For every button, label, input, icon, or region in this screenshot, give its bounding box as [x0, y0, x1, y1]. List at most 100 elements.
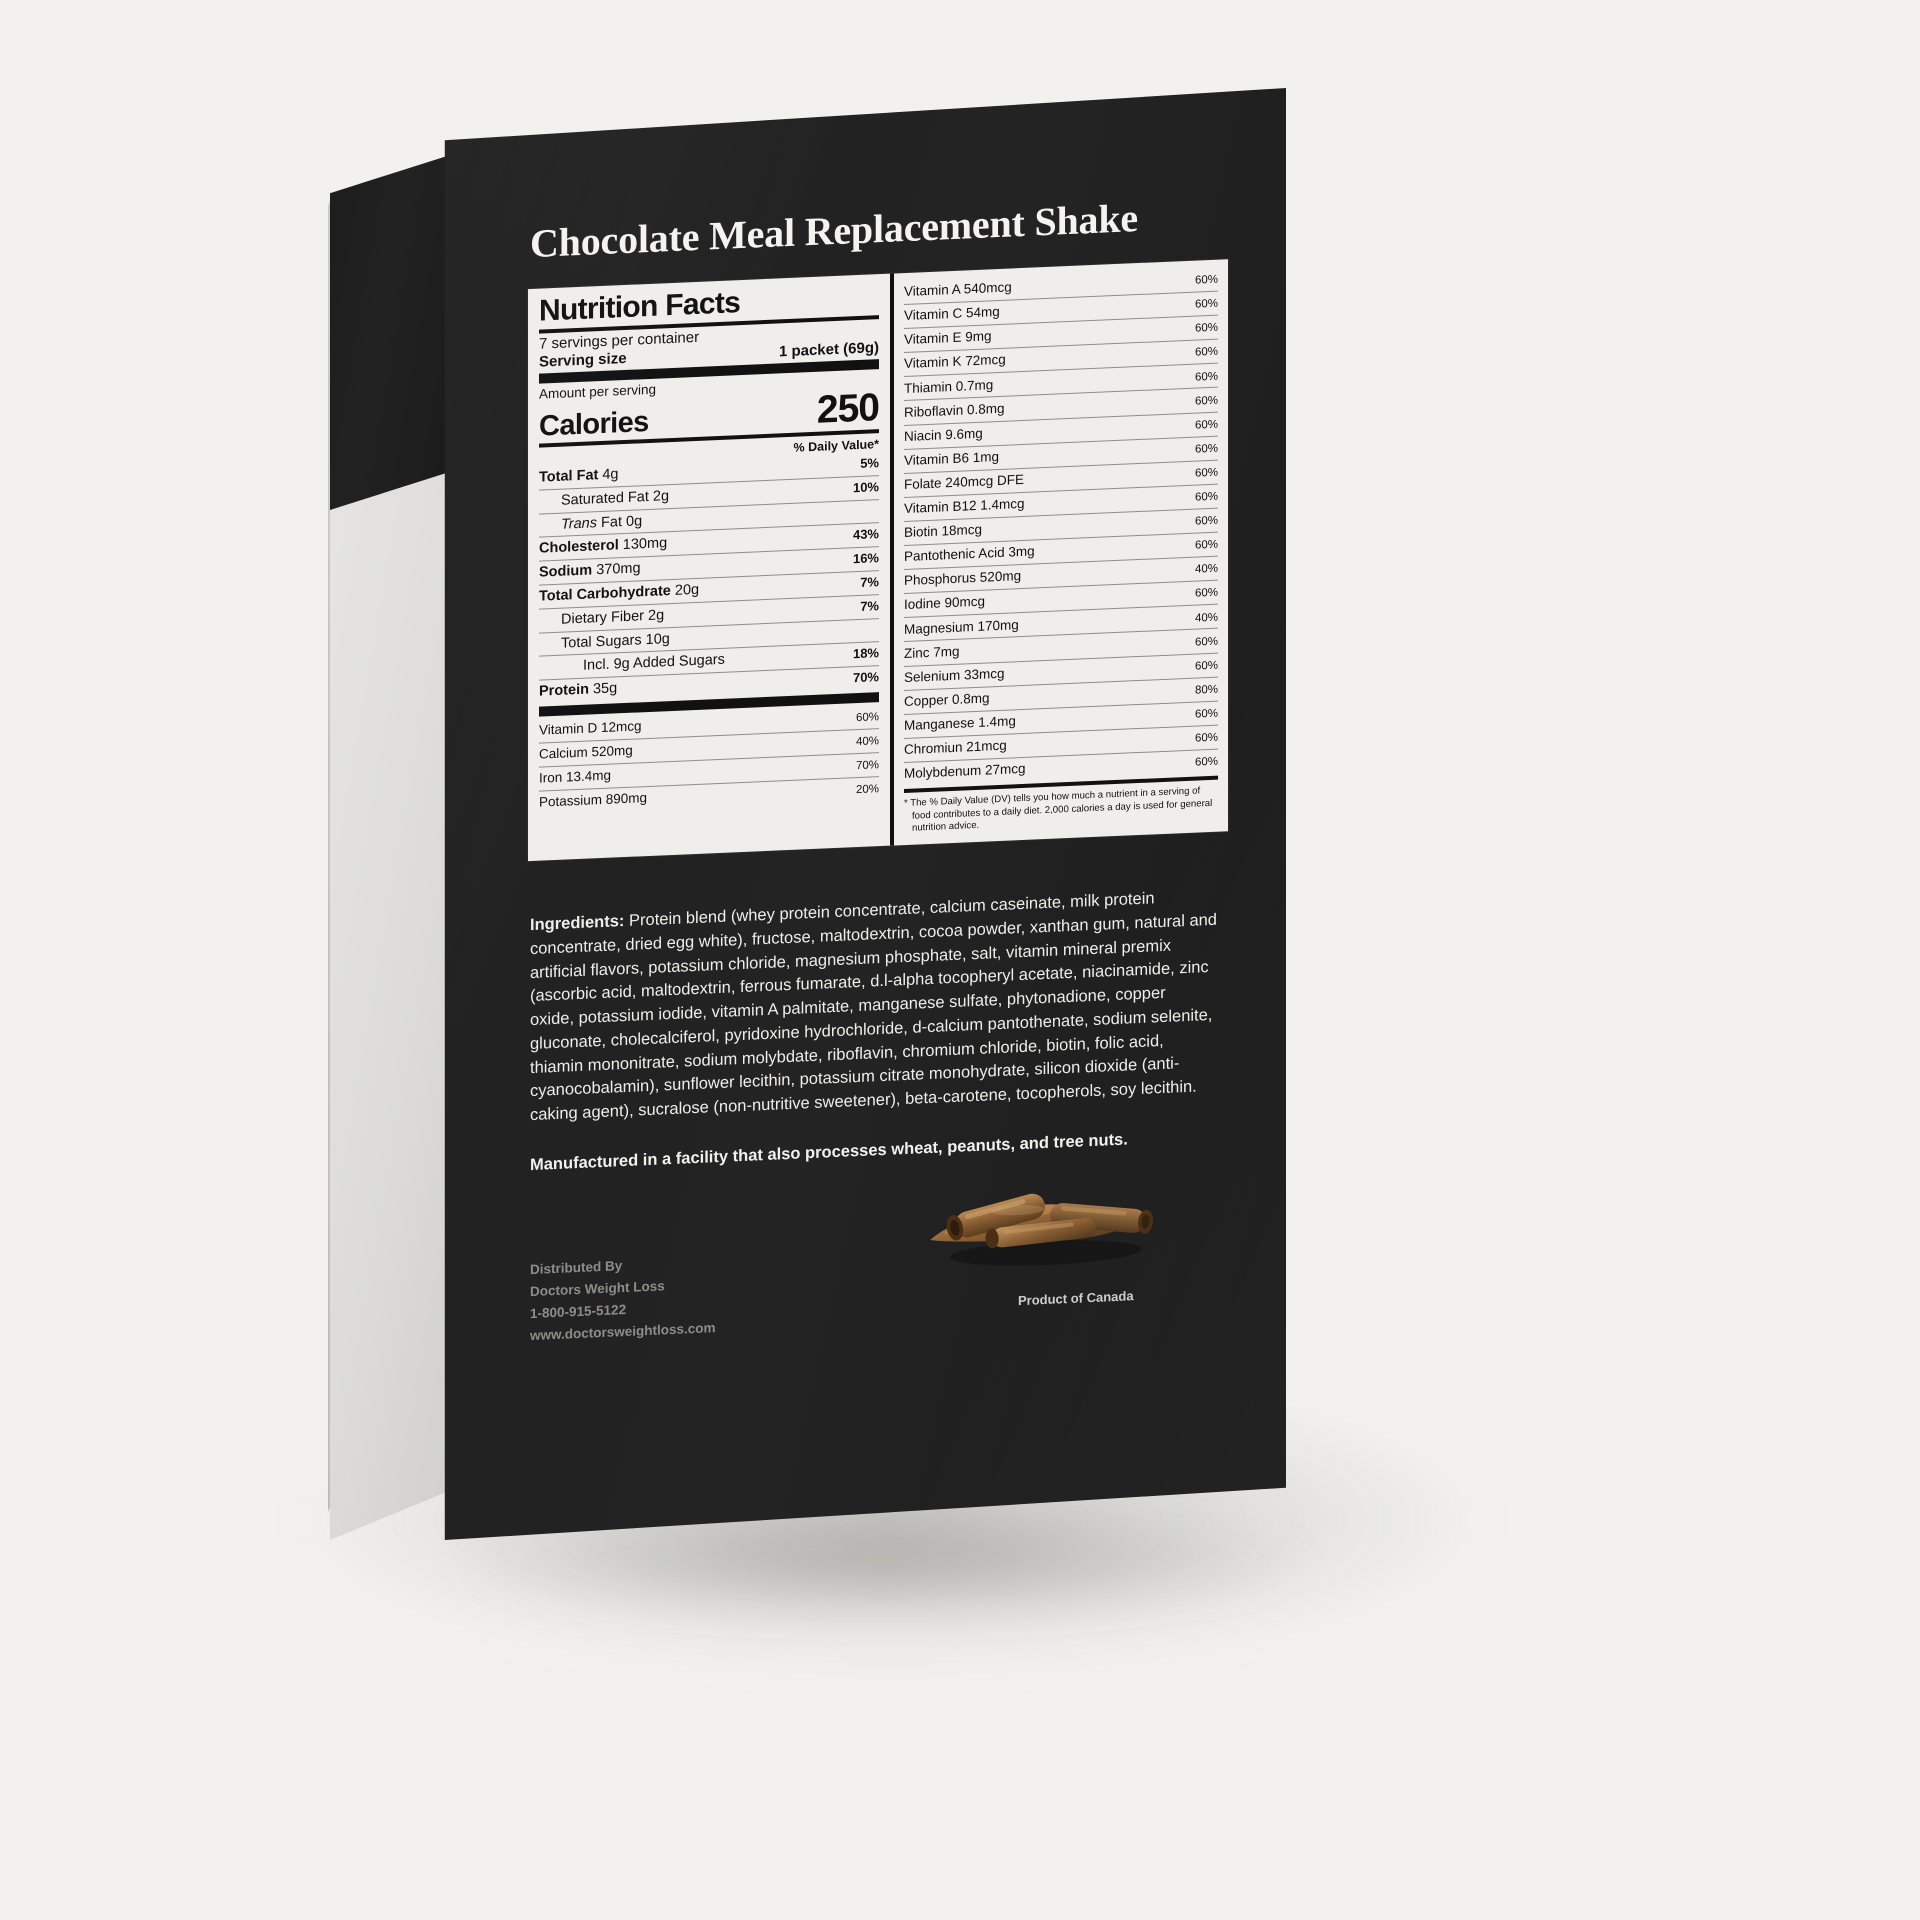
nutrient-name-amount: Total Fat 4g — [539, 466, 619, 486]
nutrient-name-amount: Trans Fat 0g — [561, 512, 643, 533]
nutrient-name-amount: Selenium 33mcg — [904, 665, 1005, 685]
nutrient-daily-value: 60% — [1194, 755, 1218, 769]
country-of-origin: Product of Canada — [1018, 1288, 1134, 1309]
carton-side-top-flap — [330, 150, 466, 510]
distributor-block: Distributed By Doctors Weight Loss 1-800… — [530, 1251, 716, 1346]
nutrient-name-amount: Riboflavin 0.8mg — [904, 400, 1005, 420]
nutrient-name-amount: Vitamin D 12mcg — [539, 718, 642, 738]
product-title: Chocolate Meal Replacement Shake — [530, 195, 1138, 267]
vitamin-row-list: Vitamin A 540mcg 60% Vitamin C 54mg 60% Vita… — [904, 267, 1218, 786]
nutrient-name: Incl. 9g Added Sugars — [583, 652, 725, 675]
nutrient-name-amount: Vitamin A 540mcg — [904, 279, 1012, 300]
nutrient-amount: 130mg — [618, 535, 668, 554]
nutrient-daily-value: 60% — [1194, 538, 1218, 552]
nutrient-name-amount: Chromiun 21mcg — [904, 737, 1007, 758]
nutrient-name-amount: Sodium 370mg — [539, 560, 641, 581]
nutrient-name: Dietary Fiber — [561, 607, 644, 628]
nutrient-name: Sodium — [539, 562, 593, 581]
nutrient-name-amount: Vitamin B6 1mg — [904, 448, 1000, 468]
nutrient-daily-value: 60% — [1194, 587, 1218, 601]
nutrient-name: Total Fat — [539, 467, 599, 486]
nutrient-name: Total Carbohydrate — [539, 583, 671, 605]
nutrient-daily-value: 60% — [1194, 635, 1218, 649]
nutrient-amount: 370mg — [592, 560, 641, 579]
nutrient-daily-value: 60% — [1194, 707, 1218, 721]
nutrient-name-amount: Incl. 9g Added Sugars — [583, 652, 725, 675]
nutrient-daily-value: 43% — [852, 526, 879, 543]
nutrient-daily-value: 20% — [855, 783, 879, 797]
nutrient-name-amount: Niacin 9.6mg — [904, 425, 983, 444]
nutrient-name-amount: Magnesium 170mg — [904, 616, 1019, 637]
nutrient-amount: 10g — [641, 630, 670, 648]
nutrient-amount: 2g — [648, 487, 670, 505]
nutrient-daily-value: 18% — [852, 645, 879, 662]
nutrient-name: Total Sugars — [561, 631, 642, 652]
nutrient-daily-value: 60% — [1194, 273, 1218, 287]
nutrient-name-amount: Total Carbohydrate 20g — [539, 581, 700, 605]
nutrient-daily-value: 60% — [1194, 370, 1218, 384]
nutrient-daily-value: 60% — [1194, 394, 1218, 408]
nutrient-daily-value: 60% — [1194, 466, 1218, 480]
nutrient-name-amount: Iodine 90mcg — [904, 593, 986, 613]
nutrient-name-amount: Copper 0.8mg — [904, 690, 990, 709]
nutrient-name-amount: Vitamin K 72mcg — [904, 352, 1006, 372]
nutrient-daily-value: 60% — [1194, 418, 1218, 432]
nutrient-daily-value: 70% — [855, 759, 879, 773]
chocolate-curls-image — [918, 1152, 1168, 1273]
nutrient-name-amount: Potassium 890mg — [539, 790, 648, 811]
nutrient-name-amount: Pantothenic Acid 3mg — [904, 543, 1035, 565]
nutrition-facts-panel: Nutrition Facts 7 servings per container… — [528, 259, 1228, 862]
serving-size-label: Serving size — [539, 349, 627, 371]
nutrient-daily-value: 10% — [852, 478, 879, 496]
calories-label: Calories — [539, 406, 649, 443]
nutrient-name-amount: Zinc 7mg — [904, 643, 960, 661]
nutrient-name-amount: Dietary Fiber 2g — [561, 607, 665, 628]
carton-front-panel: Chocolate Meal Replacement Shake Nutriti… — [444, 88, 1286, 1540]
nutrient-name-amount: Total Sugars 10g — [561, 630, 670, 652]
nutrient-name-amount: Vitamin E 9mg — [904, 328, 992, 348]
nutrient-daily-value: 60% — [1194, 731, 1218, 745]
nutrient-name-amount: Molybdenum 27mcg — [904, 760, 1026, 782]
nutrient-name-amount: Biotin 18mcg — [904, 521, 983, 541]
nutrient-daily-value: 40% — [855, 735, 879, 749]
nutrient-daily-value: 60% — [1194, 490, 1218, 504]
nutrition-facts-left-column: Nutrition Facts 7 servings per container… — [528, 274, 890, 861]
nutrient-amount: 20g — [670, 581, 700, 600]
nutrient-amount: 35g — [588, 680, 618, 698]
nutrient-name-amount: Calcium 520mg — [539, 742, 633, 762]
nutrient-name: Trans — [561, 514, 597, 533]
ingredients-label: Ingredients: — [530, 912, 625, 935]
calories-value: 250 — [816, 386, 879, 432]
nutrient-daily-value: 60% — [1194, 514, 1218, 528]
nutrient-daily-value: 80% — [1194, 683, 1218, 697]
nutrient-daily-value: 60% — [1194, 322, 1218, 335]
nutrient-daily-value: 60% — [1194, 297, 1218, 311]
nutrient-amount: 4g — [598, 466, 619, 484]
ingredients-paragraph: Ingredients: Protein blend (whey protein… — [530, 885, 1220, 1128]
nutrient-name-amount: Iron 13.4mg — [539, 767, 612, 786]
nutrient-daily-value: 7% — [860, 597, 879, 614]
nutrient-name-amount: Vitamin C 54mg — [904, 304, 1000, 324]
front-panel-content: Chocolate Meal Replacement Shake Nutriti… — [445, 88, 1286, 1540]
nutrient-daily-value: 5% — [860, 455, 879, 472]
mineral-row-list: Vitamin D 12mcg 60% Calcium 520mg 40% Iron 1… — [539, 705, 879, 815]
serving-size-value: 1 packet (69g) — [778, 339, 879, 361]
nutrient-daily-value: 60% — [1194, 442, 1218, 456]
nutrient-daily-value: 40% — [1194, 611, 1218, 625]
nutrient-name: Protein — [539, 681, 589, 700]
nutrient-amount: 2g — [644, 607, 665, 624]
nutrient-daily-value: 60% — [1194, 659, 1218, 673]
nutrient-name-amount: Phosphorus 520mg — [904, 568, 1022, 589]
nutrient-amount: Fat 0g — [597, 512, 643, 531]
nutrient-name-amount: Saturated Fat 2g — [561, 487, 670, 509]
nutrient-daily-value: 7% — [860, 574, 879, 590]
nutrition-facts-right-column: Vitamin A 540mcg 60% Vitamin C 54mg 60% Vita… — [890, 259, 1228, 846]
ingredients-text: Protein blend (whey protein concentrate,… — [530, 889, 1217, 1125]
nutrient-name-amount: Protein 35g — [539, 680, 618, 700]
nutrient-daily-value: 40% — [1194, 562, 1218, 576]
nutrient-daily-value: 60% — [1194, 346, 1218, 360]
nutrient-name-amount: Folate 240mcg DFE — [904, 471, 1025, 492]
nutrient-name-amount: Manganese 1.4mg — [904, 713, 1016, 733]
